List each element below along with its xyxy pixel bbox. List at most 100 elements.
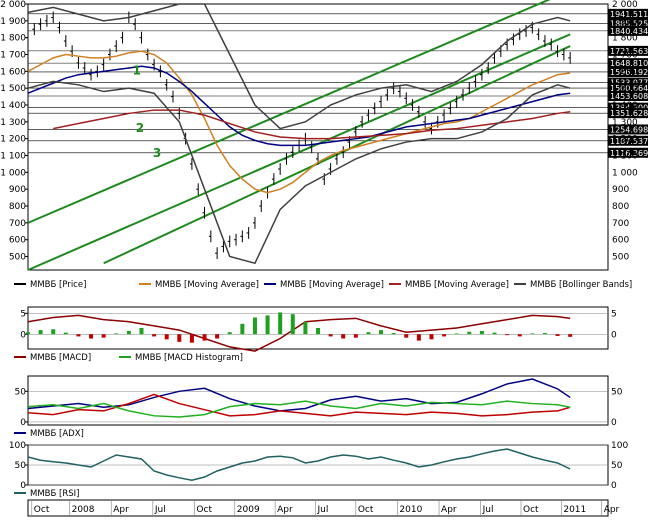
y-tick-label-right: 1 200 [612, 135, 638, 145]
y-tick-label-left: 1 100 [0, 152, 26, 162]
macd-histogram-bar [366, 332, 371, 335]
macd-histogram-bar [479, 330, 484, 335]
macd-histogram-bar [290, 314, 295, 335]
price-level-label: 1721.563 [610, 47, 648, 56]
macd-histogram-bar [51, 329, 56, 335]
macd-histogram-bar [379, 330, 384, 335]
x-tick-label: Oct [358, 505, 374, 515]
macd-histogram-bar [114, 333, 119, 335]
price-level-tag [608, 77, 648, 88]
price-level-label: 1384.300 [610, 104, 648, 113]
x-tick-label: Apr [441, 505, 457, 515]
price-level-label: 1885.525 [610, 19, 648, 28]
macd-histogram-bar [316, 328, 320, 335]
x-tick-label: Apr [604, 505, 620, 515]
series-line [27, 50, 571, 194]
y-tick-label-left: 900 [9, 185, 26, 195]
macd-histogram-bar [152, 334, 157, 337]
y-tick-label-left: 1 900 [0, 17, 26, 27]
macd-histogram-bar [227, 332, 232, 335]
panel-2: 0 0 50 50 [15, 375, 623, 428]
series-line [27, 448, 571, 481]
x-tick-label: Apr [113, 505, 129, 515]
macd-histogram-bar [542, 333, 547, 335]
price-level-tag [608, 58, 648, 69]
panel-1: 0 0 5 5 [20, 306, 617, 352]
legend-label: ММВБ [Bollinger Bands] [530, 280, 632, 290]
y-tick-label-right: 0 [611, 418, 617, 428]
macd-histogram-bar [278, 312, 283, 335]
price-level-label: 1648.810 [610, 59, 648, 68]
y-tick-label-left: 100 [9, 441, 26, 451]
y-tick-label-right: 1 700 [612, 51, 638, 61]
macd-histogram-bar [328, 334, 333, 337]
macd-histogram-bar [63, 332, 68, 335]
price-level-label: 1116.369 [610, 149, 648, 158]
series-line [27, 400, 571, 418]
macd-histogram-bar [240, 323, 245, 335]
y-tick-label-left: 800 [9, 202, 26, 212]
x-tick-label: 2008 [72, 505, 95, 515]
series-line [27, 65, 571, 147]
macd-histogram-bar [189, 334, 194, 343]
macd-histogram-bar [177, 334, 182, 342]
macd-histogram-bar [505, 334, 510, 336]
price-level-tag [608, 66, 648, 77]
macd-histogram-bar [568, 334, 573, 337]
price-level-tag [608, 18, 648, 29]
macd-histogram-bar [202, 334, 207, 341]
legend-label: ММВБ [MACD] [30, 353, 91, 363]
price-level-label: 1187.537 [610, 137, 648, 146]
y-tick-label-left: 1 300 [0, 118, 26, 128]
y-tick-label-left: 1 600 [0, 67, 26, 77]
y-tick-label-left: 1 200 [0, 135, 26, 145]
x-tick-label: Oct [196, 505, 212, 515]
macd-histogram-bar [492, 332, 497, 335]
y-tick-label-right: 600 [612, 236, 629, 246]
legend-label: ММВБ [ADX] [30, 429, 84, 439]
y-tick-label-right: 2 000 [612, 0, 638, 10]
y-tick-label-right: 0 [611, 330, 617, 340]
x-tick-label: Jul [316, 505, 328, 515]
y-tick-label-left: 700 [9, 219, 26, 229]
y-tick-label-right: 1 500 [612, 84, 638, 94]
panel-0: 500 600 700 800 900 1 000 1 100 1 200 1 300 1 400… [0, 0, 648, 271]
price-level-tag [608, 102, 648, 113]
price-level-label: 1500.664 [610, 84, 648, 93]
series-line [27, 3, 571, 130]
macd-histogram-bar [126, 330, 131, 335]
y-tick-label-right: 1 900 [612, 17, 638, 27]
series-line [27, 393, 571, 417]
price-level-tag [608, 147, 648, 158]
macd-histogram-bar [303, 321, 308, 335]
macd-histogram-bar [530, 333, 535, 335]
macd-histogram-bar [555, 334, 560, 336]
price-level-tag [608, 124, 648, 135]
y-tick-label-left: 2 000 [0, 0, 26, 10]
macd-histogram-bar [341, 334, 346, 339]
macd-histogram-bar [391, 333, 396, 335]
price-level-label: 1254.698 [610, 125, 648, 134]
x-tick-label: Jul [154, 505, 166, 515]
macd-histogram-bar [429, 334, 434, 340]
y-tick-label-right: 1 600 [612, 67, 638, 77]
panel-3: 0 0 50 50 100 100 [9, 441, 629, 491]
macd-histogram-bar [517, 334, 522, 337]
price-level-tag [608, 45, 648, 56]
panel-frame [27, 375, 609, 426]
macd-histogram-bar [467, 331, 472, 335]
y-tick-label-left: 1 500 [0, 84, 26, 94]
price-level-label: 1351.628 [610, 109, 648, 118]
price-level-tag [608, 108, 648, 119]
y-tick-label-left: 5 [20, 309, 26, 319]
y-tick-label-right: 1 800 [612, 34, 638, 44]
y-tick-label-right: 1 400 [612, 101, 638, 111]
y-tick-label-left: 500 [9, 253, 26, 263]
price-level-tag [608, 8, 648, 19]
price-level-label: 1941.511 [610, 10, 648, 19]
macd-histogram-bar [101, 334, 106, 338]
legend-label: ММВБ [RSI] [30, 489, 79, 499]
y-tick-label-right: 1 100 [612, 152, 638, 162]
y-tick-label-left: 1 400 [0, 101, 26, 111]
